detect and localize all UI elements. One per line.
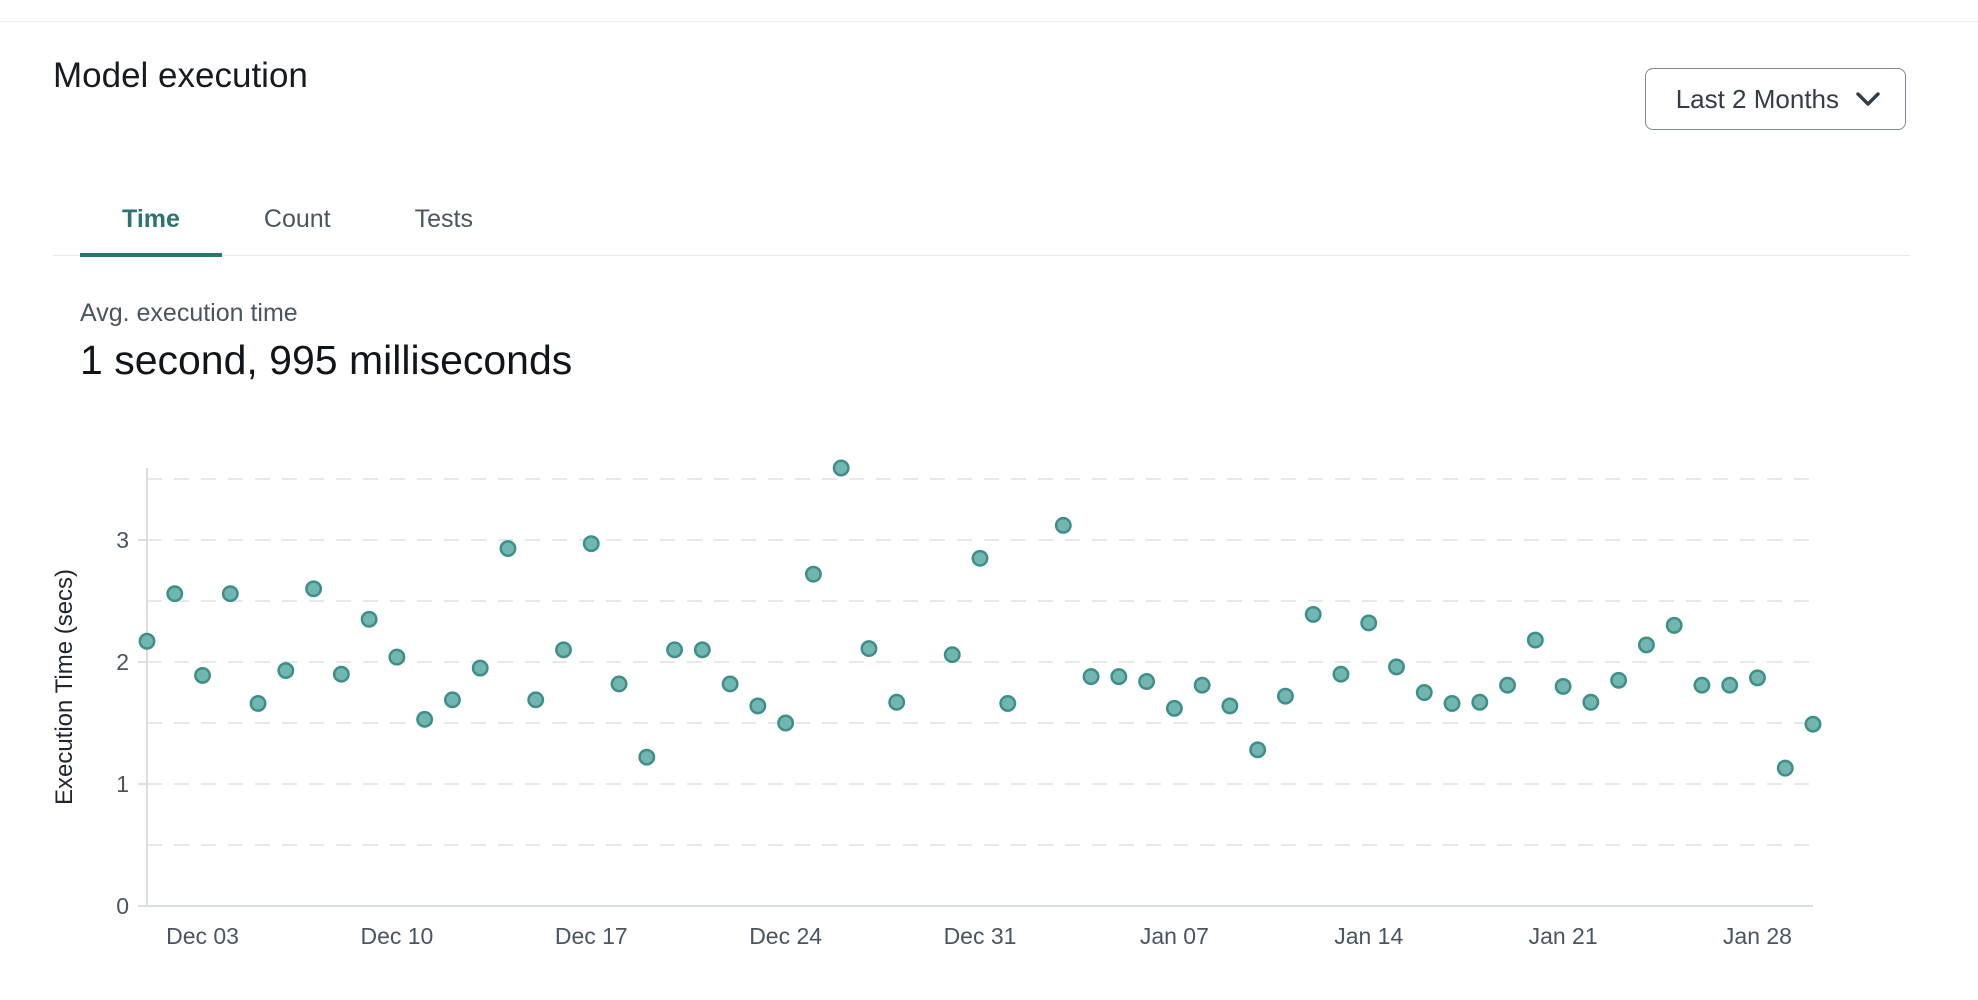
data-point[interactable] [1221, 697, 1239, 715]
data-point[interactable] [332, 665, 350, 683]
data-point[interactable] [138, 632, 156, 650]
chevron-down-icon [1856, 91, 1880, 106]
data-point[interactable] [971, 549, 989, 567]
data-point[interactable] [305, 580, 323, 598]
y-tick-label: 3 [116, 527, 129, 553]
data-point[interactable] [555, 641, 572, 659]
chart-container: 0 1 2 3 Dec 03 Dec 10 Dec 17 Dec 24 Dec 31 Jan 07… [40, 440, 1920, 985]
x-tick-label: Jan 28 [1723, 923, 1792, 949]
data-point[interactable] [1499, 676, 1517, 694]
data-point[interactable] [443, 691, 461, 709]
data-point[interactable] [194, 666, 211, 684]
data-point[interactable] [777, 714, 795, 732]
data-point[interactable] [1610, 671, 1628, 689]
data-point[interactable] [1443, 695, 1461, 712]
date-range-dropdown[interactable]: Last 2 Months [1644, 68, 1906, 130]
data-point[interactable] [721, 675, 739, 693]
data-point[interactable] [1388, 658, 1405, 676]
data-point[interactable] [1804, 715, 1822, 733]
data-point[interactable] [1554, 677, 1572, 695]
tabs: Time Count Tests [53, 199, 1910, 257]
data-point[interactable] [860, 640, 878, 658]
y-tick-label: 0 [116, 893, 129, 919]
data-point[interactable] [1054, 516, 1072, 534]
data-point[interactable] [1249, 741, 1267, 759]
data-point[interactable] [1637, 636, 1655, 654]
tab-time[interactable]: Time [80, 199, 222, 257]
date-range-dropdown-label: Last 2 Months [1675, 83, 1839, 114]
data-point[interactable] [832, 459, 850, 477]
data-point[interactable] [999, 695, 1017, 712]
data-point[interactable] [1693, 676, 1711, 694]
data-point[interactable] [1721, 676, 1739, 694]
data-point[interactable] [1165, 699, 1183, 717]
data-point[interactable] [1276, 687, 1294, 705]
data-point[interactable] [527, 691, 545, 709]
tab-count[interactable]: Count [263, 205, 331, 233]
data-point[interactable] [666, 641, 684, 659]
data-point[interactable] [221, 585, 239, 603]
data-point[interactable] [693, 641, 711, 659]
tab-tests[interactable]: Tests [414, 205, 473, 233]
data-point[interactable] [1582, 693, 1600, 711]
data-point[interactable] [943, 646, 961, 664]
y-tick-label: 1 [116, 771, 129, 797]
data-point[interactable] [249, 695, 267, 712]
execution-time-chart: 0 1 2 3 Dec 03 Dec 10 Dec 17 Dec 24 Dec 31 Jan 07… [51, 459, 1822, 949]
data-point[interactable] [1082, 668, 1100, 686]
data-point[interactable] [804, 565, 822, 583]
y-axis-title: Execution Time (secs) [51, 569, 78, 805]
data-point[interactable] [1415, 684, 1433, 701]
x-tick-label: Dec 31 [944, 923, 1017, 949]
data-point[interactable] [582, 535, 600, 553]
x-tick-label: Dec 17 [555, 923, 628, 949]
data-point[interactable] [360, 610, 378, 628]
data-point[interactable] [888, 693, 906, 711]
data-point[interactable] [1471, 693, 1489, 711]
data-point[interactable] [499, 540, 517, 557]
data-point[interactable] [1138, 673, 1156, 690]
x-tick-label: Jan 14 [1334, 923, 1403, 949]
data-point[interactable] [416, 710, 434, 728]
data-point[interactable] [1332, 665, 1350, 683]
y-tick-label: 2 [116, 649, 129, 675]
data-point[interactable] [471, 659, 489, 677]
data-point[interactable] [388, 648, 406, 666]
x-tick-label: Dec 24 [749, 923, 822, 949]
data-point[interactable] [1360, 614, 1378, 632]
x-tick-label: Jan 21 [1529, 923, 1598, 949]
data-point[interactable] [1526, 631, 1544, 649]
top-divider [0, 21, 1978, 22]
metric-value: 1 second, 995 milliseconds [80, 337, 573, 383]
data-point[interactable] [638, 748, 656, 766]
data-point[interactable] [1193, 676, 1211, 694]
data-point[interactable] [1776, 759, 1794, 777]
data-point[interactable] [749, 697, 767, 715]
data-point[interactable] [1665, 616, 1683, 634]
data-point[interactable] [610, 675, 628, 693]
data-point[interactable] [166, 585, 184, 603]
data-point[interactable] [1304, 605, 1322, 623]
x-tick-label: Dec 03 [166, 923, 239, 949]
x-tick-label: Dec 10 [360, 923, 433, 949]
data-point[interactable] [1749, 669, 1766, 687]
data-point[interactable] [277, 662, 295, 679]
data-point[interactable] [1110, 668, 1128, 686]
x-tick-label: Jan 07 [1140, 923, 1209, 949]
page-title: Model execution [53, 56, 308, 95]
metric-label: Avg. execution time [80, 299, 298, 327]
